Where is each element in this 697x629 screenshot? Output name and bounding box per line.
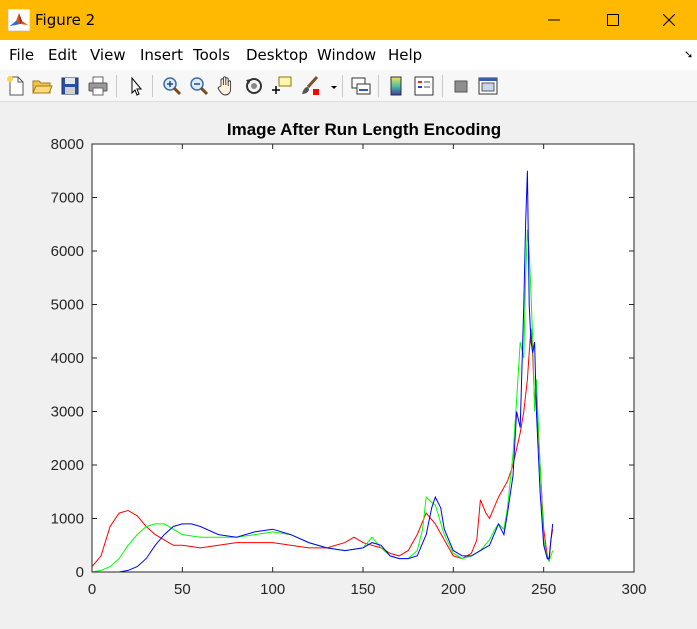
print-button[interactable] [86, 74, 110, 98]
y-tick-label: 4000 [51, 350, 84, 367]
axes-box [91, 143, 635, 573]
title-bar[interactable]: Figure 2 [0, 0, 697, 40]
pointer-icon [131, 76, 143, 96]
link-plot-icon [351, 77, 371, 95]
x-tick-label: 100 [260, 581, 285, 598]
x-tick-label: 150 [350, 581, 375, 598]
ticks-group: 0 50 100 150 200 250 3000100020003000400050006… [51, 136, 647, 598]
save-icon [61, 77, 79, 95]
legend-icon [414, 76, 434, 96]
y-tick-label: 5000 [51, 297, 84, 314]
toolbar-separator [152, 75, 153, 97]
y-tick-label: 0 [76, 564, 84, 581]
toolbar-separator [442, 75, 443, 97]
x-tick-label: 250 [531, 581, 556, 598]
brush-icon [302, 75, 319, 95]
new-figure-button[interactable] [4, 74, 28, 98]
series-line-2[interactable] [92, 170, 554, 573]
brush-button[interactable] [298, 74, 322, 98]
y-tick-label: 1000 [51, 511, 84, 528]
save-button[interactable] [58, 74, 82, 98]
minimize-button[interactable] [525, 0, 583, 40]
series-line-1[interactable] [91, 229, 554, 573]
legend-button[interactable] [412, 74, 436, 98]
menu-tools[interactable]: Tools [193, 46, 230, 64]
show-plot-tools-button[interactable] [476, 74, 500, 98]
x-tick-label: 50 [174, 581, 191, 598]
open-file-icon [32, 80, 53, 94]
hide-plot-tools-icon [454, 80, 468, 93]
dock-arrow-icon[interactable]: ➘ [684, 49, 694, 61]
zoom-out-button[interactable] [187, 74, 211, 98]
plot-area[interactable] [92, 144, 634, 572]
show-plot-tools-icon [478, 77, 498, 95]
x-tick-label: 0 [88, 581, 96, 598]
series-group [91, 170, 554, 573]
y-tick-label: 6000 [51, 243, 84, 260]
menu-edit[interactable]: Edit [48, 46, 78, 64]
rotate-3d-icon [246, 78, 262, 94]
zoom-in-button[interactable] [160, 74, 184, 98]
figure-canvas[interactable]: Image After Run Length Encoding 0 50 100 15… [0, 103, 697, 629]
window-title: Figure 2 [35, 11, 96, 29]
pointer-button[interactable] [124, 74, 148, 98]
hide-plot-tools-button[interactable] [449, 74, 473, 98]
toolbar-separator [116, 75, 117, 97]
zoom-in-icon [163, 77, 182, 96]
open-file-button[interactable] [30, 74, 54, 98]
y-tick-label: 8000 [51, 136, 84, 153]
menu-bar: File Edit View Insert Tools Desktop Wind… [0, 40, 697, 70]
colorbar-icon [390, 76, 402, 96]
figure-toolbar [0, 70, 697, 102]
menu-insert[interactable]: Insert [140, 46, 184, 64]
data-cursor-button[interactable] [270, 74, 294, 98]
matlab-icon [7, 8, 31, 32]
line-chart[interactable]: Image After Run Length Encoding 0 50 100 15… [0, 103, 697, 629]
close-button[interactable] [640, 0, 697, 40]
zoom-out-icon [190, 77, 209, 96]
menu-view[interactable]: View [90, 46, 126, 64]
pan-button[interactable] [214, 74, 238, 98]
y-tick-label: 3000 [51, 404, 84, 421]
minimize-icon [548, 19, 560, 21]
maximize-icon [607, 14, 619, 26]
print-icon [88, 76, 108, 96]
menu-file[interactable]: File [9, 46, 35, 64]
maximize-button[interactable] [584, 0, 642, 40]
menu-desktop[interactable]: Desktop [246, 46, 308, 64]
pan-icon [217, 76, 232, 96]
brush-dropdown-button[interactable] [322, 74, 337, 98]
x-tick-label: 300 [621, 581, 646, 598]
data-cursor-icon [272, 76, 292, 94]
close-icon [663, 14, 675, 26]
menu-help[interactable]: Help [388, 46, 423, 64]
y-tick-label: 7000 [51, 190, 84, 207]
link-plot-button[interactable] [349, 74, 373, 98]
chart-title: Image After Run Length Encoding [227, 120, 501, 139]
toolbar-separator [342, 75, 343, 97]
rotate-3d-button[interactable] [242, 74, 266, 98]
menu-window[interactable]: Window [317, 46, 377, 64]
brush-dropdown-icon [331, 86, 337, 89]
toolbar-separator [378, 75, 379, 97]
new-figure-icon [7, 76, 24, 96]
colorbar-button[interactable] [385, 74, 409, 98]
x-tick-label: 200 [441, 581, 466, 598]
y-tick-label: 2000 [51, 457, 84, 474]
